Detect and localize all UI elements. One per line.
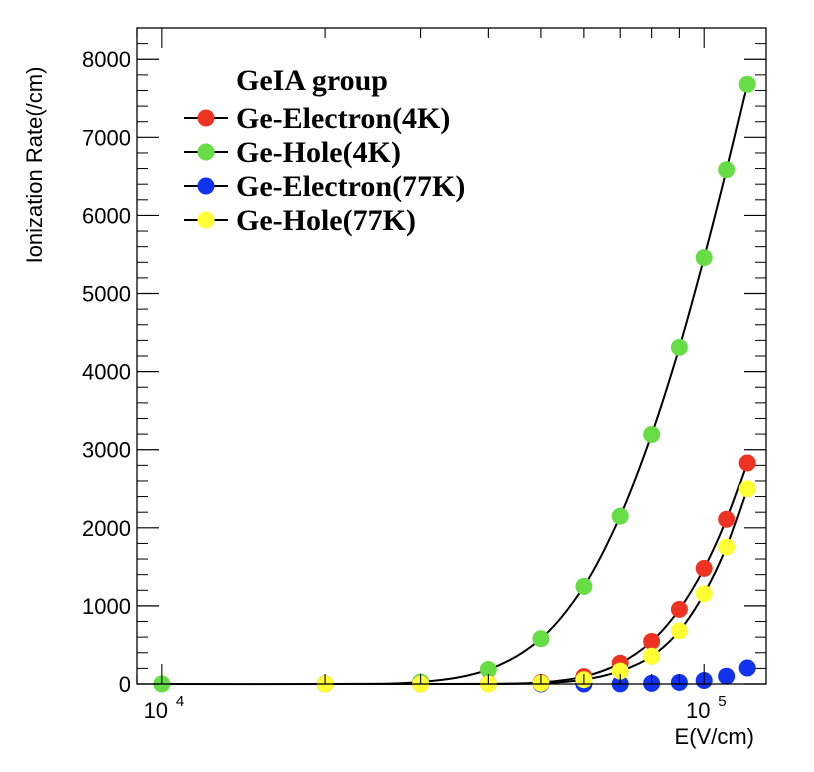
data-point: [718, 667, 736, 685]
x-tick-label: 10: [686, 698, 710, 723]
data-point: [670, 622, 688, 640]
y-tick-label: 3000: [82, 438, 131, 463]
y-axis-label: Ionization Rate(/cm): [22, 67, 47, 264]
legend-entry-label: Ge-Electron(4K): [236, 102, 450, 135]
data-point: [643, 425, 661, 443]
data-point: [611, 662, 629, 680]
data-point: [695, 249, 713, 267]
legend-entry-label: Ge-Hole(4K): [236, 136, 401, 169]
data-point: [575, 577, 593, 595]
axes-layer: 0 1000 2000 3000 4000 5000 6000 7000 8000 10 4 10 5: [82, 27, 767, 723]
legend-title: GeIA group: [236, 64, 388, 97]
data-point: [611, 507, 629, 525]
x-axis-label: E(V/cm): [675, 724, 754, 749]
data-point: [738, 454, 756, 472]
data-point: [718, 538, 736, 556]
data-point: [695, 585, 713, 603]
legend-entry-label: Ge-Electron(77K): [236, 170, 465, 203]
data-point: [738, 75, 756, 93]
legend: GeIA group Ge-Electron(4K)Ge-Hole(4K)Ge-E…: [184, 64, 465, 237]
legend-marker: [197, 211, 215, 229]
marker-layer: [153, 75, 756, 693]
legend-marker: [197, 143, 215, 161]
y-tick-label: 1000: [82, 594, 131, 619]
data-point: [670, 600, 688, 618]
data-point: [532, 630, 550, 648]
y-tick-label: 6000: [82, 203, 131, 228]
data-point: [643, 632, 661, 650]
data-point: [718, 510, 736, 528]
x-tick-label-exponent: 4: [176, 693, 184, 710]
y-tick-label: 2000: [82, 516, 131, 541]
y-tick-label: 8000: [82, 47, 131, 72]
y-tick-label: 7000: [82, 125, 131, 150]
data-point: [643, 647, 661, 665]
legend-marker: [197, 109, 215, 127]
legend-entry-label: Ge-Hole(77K): [236, 204, 416, 237]
data-point: [695, 559, 713, 577]
data-point: [718, 161, 736, 179]
x-tick-label-exponent: 5: [718, 693, 726, 710]
y-tick-label: 4000: [82, 360, 131, 385]
y-tick-label: 5000: [82, 282, 131, 307]
legend-marker: [197, 177, 215, 195]
data-point: [479, 661, 497, 679]
y-tick-label: 0: [119, 672, 131, 697]
x-tick-label: 10: [144, 698, 168, 723]
data-point: [670, 338, 688, 356]
data-point: [738, 480, 756, 498]
data-point: [738, 659, 756, 677]
